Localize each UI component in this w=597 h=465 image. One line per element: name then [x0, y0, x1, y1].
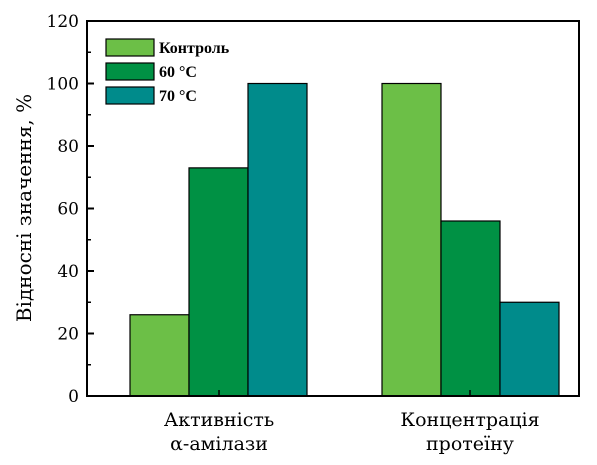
legend-swatch — [105, 62, 155, 81]
y-tick-label: 20 — [57, 325, 79, 345]
y-tick-label: 80 — [57, 137, 79, 157]
x-category-label: Концентрація — [400, 409, 539, 431]
y-axis-title: Відносні значення, % — [12, 94, 36, 322]
y-tick-label: 40 — [57, 262, 79, 282]
legend-swatch — [105, 86, 155, 105]
bar-series2-cat1 — [499, 301, 560, 397]
x-category-label: α-амілази — [170, 433, 268, 455]
y-tick-label: 60 — [57, 200, 79, 220]
bars-layer — [129, 82, 560, 397]
y-tick-label: 120 — [47, 12, 79, 32]
x-category-label: протеїну — [426, 433, 514, 455]
bar-series0-cat1 — [381, 82, 442, 397]
y-tick-label: 0 — [68, 387, 79, 407]
legend: Контроль 60 °C 70 °C — [105, 38, 230, 105]
legend-label: 70 °C — [159, 88, 197, 105]
bar-series1-cat0 — [188, 167, 249, 397]
legend-label: Контроль — [159, 40, 230, 57]
y-tick-label: 100 — [47, 75, 79, 95]
bar-series1-cat1 — [440, 220, 501, 397]
y-axis: 0 20 40 60 80 100 120 — [47, 12, 94, 407]
legend-label: 60 °C — [159, 64, 197, 81]
x-category-label: Активність — [164, 409, 274, 431]
legend-swatch — [105, 38, 155, 57]
bar-series2-cat0 — [247, 82, 308, 397]
bar-series0-cat0 — [129, 314, 190, 397]
